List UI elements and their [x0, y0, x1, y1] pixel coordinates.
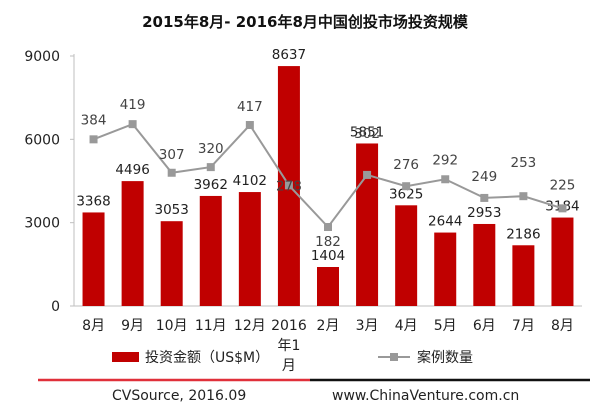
line-point: [206, 163, 215, 172]
line-value-label: 225: [550, 177, 576, 193]
line-group: 384 419 307 320 417 278 182 302 276 292 249 253 225: [81, 97, 576, 250]
line-value-label: 182: [315, 234, 341, 250]
line-value-label: 417: [237, 99, 263, 115]
bar: [473, 223, 496, 306]
bar-value-label: 5851: [350, 124, 384, 140]
x-tick-label: 3月: [356, 318, 379, 334]
y-tick-label: 6000: [24, 132, 60, 148]
bar-value-label: 1404: [311, 248, 345, 264]
axis-group: 0 3000 6000 9000 8月 9月 10月 11月 12月 2016 年1 月 2月 3月 4月 5…: [24, 49, 582, 374]
chart-title: 2015年8月- 2016年8月中国创投市场投资规模: [142, 13, 469, 31]
line-point: [519, 192, 528, 201]
bars-group: 3368 4496 3053 3962 4102 8637 1404 5851 3625 2644…: [76, 47, 580, 306]
bar: [434, 232, 457, 306]
bar-value-label: 2953: [467, 205, 501, 221]
x-tick-label: 8月: [82, 318, 105, 334]
line-value-label: 384: [81, 112, 107, 128]
bar-value-label: 3053: [155, 202, 189, 218]
x-tick-label: 6月: [473, 318, 496, 334]
line-value-label: 249: [471, 169, 497, 185]
bar: [512, 245, 535, 306]
bar: [238, 192, 261, 306]
line-point: [441, 175, 450, 184]
bar: [356, 143, 379, 306]
footer: CVSource, 2016.09 www.ChinaVenture.com.cn: [38, 378, 590, 404]
legend-bar-label: 投资金额（US$M）: [145, 350, 269, 366]
line-value-label: 320: [198, 141, 224, 157]
bar: [199, 195, 222, 306]
bar-value-label: 3625: [389, 186, 423, 202]
line-point: [558, 204, 567, 213]
line-point: [480, 193, 489, 202]
legend: 投资金额（US$M） 案例数量: [112, 349, 473, 366]
bar-value-label: 2186: [506, 226, 540, 242]
bar-value-label: 4102: [233, 173, 267, 189]
bar: [160, 221, 183, 306]
line-point: [402, 182, 411, 191]
y-tick-label: 0: [51, 299, 60, 315]
x-tick-label: 10月: [156, 318, 188, 334]
line-value-label: 302: [354, 126, 380, 142]
line-point: [167, 168, 176, 177]
footer-source: CVSource, 2016.09: [112, 388, 246, 404]
bar-value-label: 8637: [272, 47, 306, 63]
x-tick-label: 年1: [277, 338, 300, 354]
x-tick-label: 8月: [551, 318, 574, 334]
x-tick-label: 7月: [512, 318, 535, 334]
legend-line-label: 案例数量: [417, 349, 473, 366]
bar-value-label: 3962: [194, 177, 228, 193]
line-value-label: 276: [393, 157, 419, 173]
x-tick-label: 2月: [317, 318, 340, 334]
x-tick-label: 11月: [195, 318, 227, 334]
x-tick-label: 2016: [271, 318, 307, 334]
line-value-label: 307: [159, 147, 185, 163]
y-tick-label: 3000: [24, 216, 60, 232]
x-tick-label: 9月: [121, 318, 144, 334]
bar: [82, 212, 105, 306]
x-tick-label: 5月: [434, 318, 457, 334]
x-tick-label: 4月: [395, 318, 418, 334]
y-tick-label: 9000: [24, 49, 60, 65]
bar: [551, 217, 574, 306]
x-tick-label: 12月: [234, 318, 266, 334]
legend-line-marker: [390, 353, 398, 361]
footer-site: www.ChinaVenture.com.cn: [332, 388, 519, 404]
bar-value-label: 2644: [428, 214, 462, 230]
line-value-label: 292: [432, 152, 458, 168]
line-point: [128, 120, 137, 129]
bar-value-label: 3368: [76, 193, 110, 209]
line-value-label: 419: [120, 97, 146, 113]
bar: [121, 181, 144, 306]
legend-bar-swatch: [112, 352, 139, 362]
line-value-label: 278: [276, 178, 302, 194]
line-point: [324, 223, 332, 232]
line-point: [363, 170, 372, 179]
bar-value-label: 4496: [115, 162, 149, 178]
line-point: [89, 135, 98, 144]
line-value-label: 253: [510, 155, 536, 171]
bar: [317, 267, 339, 306]
line-point: [284, 181, 293, 190]
x-tick-label: 月: [282, 358, 296, 374]
line-point: [245, 121, 254, 130]
bar: [395, 205, 418, 306]
